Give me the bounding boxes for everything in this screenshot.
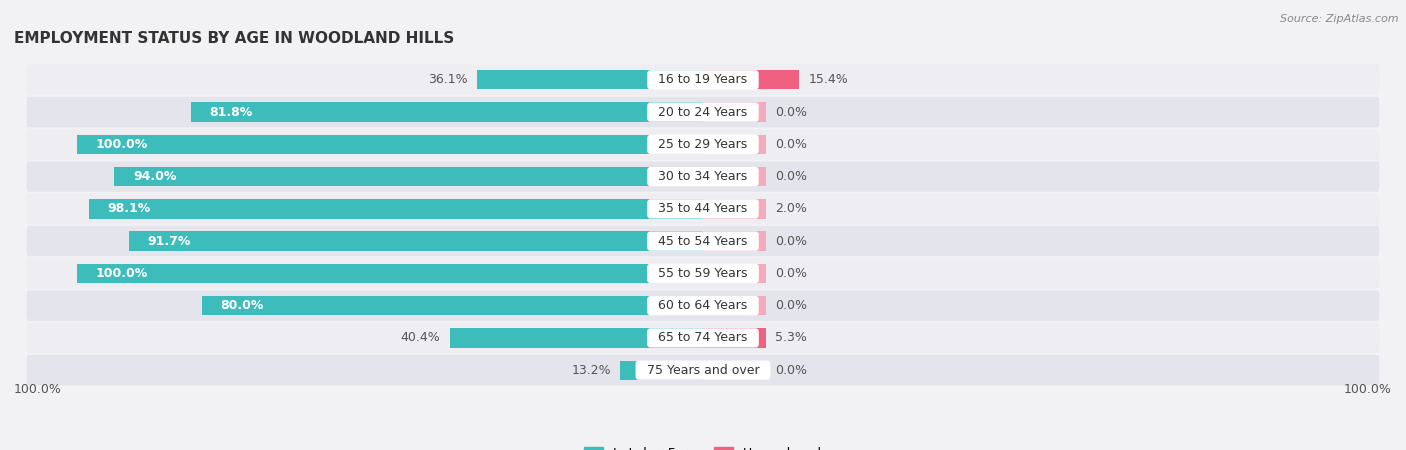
Text: 0.0%: 0.0% bbox=[775, 170, 807, 183]
Bar bbox=[89, 199, 703, 219]
Text: 36.1%: 36.1% bbox=[427, 73, 468, 86]
Bar bbox=[703, 135, 766, 154]
Text: 0.0%: 0.0% bbox=[775, 106, 807, 119]
Bar bbox=[703, 103, 766, 122]
Bar bbox=[450, 328, 703, 347]
Text: 91.7%: 91.7% bbox=[148, 234, 191, 248]
Bar bbox=[703, 167, 766, 186]
Text: 55 to 59 Years: 55 to 59 Years bbox=[650, 267, 756, 280]
Text: 30 to 34 Years: 30 to 34 Years bbox=[651, 170, 755, 183]
Bar bbox=[477, 70, 703, 90]
Text: 0.0%: 0.0% bbox=[775, 267, 807, 280]
FancyBboxPatch shape bbox=[27, 323, 1379, 353]
Bar bbox=[77, 264, 703, 283]
Text: 100.0%: 100.0% bbox=[96, 267, 148, 280]
Text: 13.2%: 13.2% bbox=[571, 364, 612, 377]
FancyBboxPatch shape bbox=[27, 65, 1379, 95]
Bar bbox=[202, 296, 703, 315]
Bar bbox=[703, 328, 766, 347]
Text: 0.0%: 0.0% bbox=[775, 138, 807, 151]
Text: 20 to 24 Years: 20 to 24 Years bbox=[651, 106, 755, 119]
FancyBboxPatch shape bbox=[27, 97, 1379, 127]
Text: 25 to 29 Years: 25 to 29 Years bbox=[651, 138, 755, 151]
Text: 16 to 19 Years: 16 to 19 Years bbox=[651, 73, 755, 86]
FancyBboxPatch shape bbox=[27, 194, 1379, 224]
Text: 15.4%: 15.4% bbox=[808, 73, 849, 86]
Text: 65 to 74 Years: 65 to 74 Years bbox=[651, 331, 755, 344]
Text: 60 to 64 Years: 60 to 64 Years bbox=[651, 299, 755, 312]
Text: 0.0%: 0.0% bbox=[775, 364, 807, 377]
Bar bbox=[703, 231, 766, 251]
Text: Source: ZipAtlas.com: Source: ZipAtlas.com bbox=[1281, 14, 1399, 23]
Bar bbox=[129, 231, 703, 251]
Bar bbox=[703, 70, 800, 90]
Text: 5.3%: 5.3% bbox=[775, 331, 807, 344]
Text: 0.0%: 0.0% bbox=[775, 234, 807, 248]
FancyBboxPatch shape bbox=[27, 291, 1379, 321]
Text: 2.0%: 2.0% bbox=[775, 202, 807, 216]
Text: 94.0%: 94.0% bbox=[134, 170, 176, 183]
FancyBboxPatch shape bbox=[27, 129, 1379, 159]
Bar bbox=[703, 199, 766, 219]
Text: 98.1%: 98.1% bbox=[107, 202, 150, 216]
FancyBboxPatch shape bbox=[27, 226, 1379, 256]
Text: 45 to 54 Years: 45 to 54 Years bbox=[651, 234, 755, 248]
Text: 81.8%: 81.8% bbox=[209, 106, 253, 119]
FancyBboxPatch shape bbox=[27, 355, 1379, 385]
Bar bbox=[114, 167, 703, 186]
Bar bbox=[191, 103, 703, 122]
Text: 100.0%: 100.0% bbox=[14, 383, 62, 396]
Text: 100.0%: 100.0% bbox=[96, 138, 148, 151]
Text: EMPLOYMENT STATUS BY AGE IN WOODLAND HILLS: EMPLOYMENT STATUS BY AGE IN WOODLAND HIL… bbox=[14, 31, 454, 46]
Bar bbox=[77, 135, 703, 154]
Bar bbox=[703, 296, 766, 315]
Bar bbox=[620, 360, 703, 380]
Text: 80.0%: 80.0% bbox=[221, 299, 264, 312]
Text: 40.4%: 40.4% bbox=[401, 331, 440, 344]
Text: 75 Years and over: 75 Years and over bbox=[638, 364, 768, 377]
Bar bbox=[703, 360, 766, 380]
FancyBboxPatch shape bbox=[27, 258, 1379, 288]
Text: 35 to 44 Years: 35 to 44 Years bbox=[651, 202, 755, 216]
Text: 0.0%: 0.0% bbox=[775, 299, 807, 312]
Legend: In Labor Force, Unemployed: In Labor Force, Unemployed bbox=[579, 442, 827, 450]
Text: 100.0%: 100.0% bbox=[1344, 383, 1392, 396]
FancyBboxPatch shape bbox=[27, 162, 1379, 192]
Bar bbox=[703, 264, 766, 283]
